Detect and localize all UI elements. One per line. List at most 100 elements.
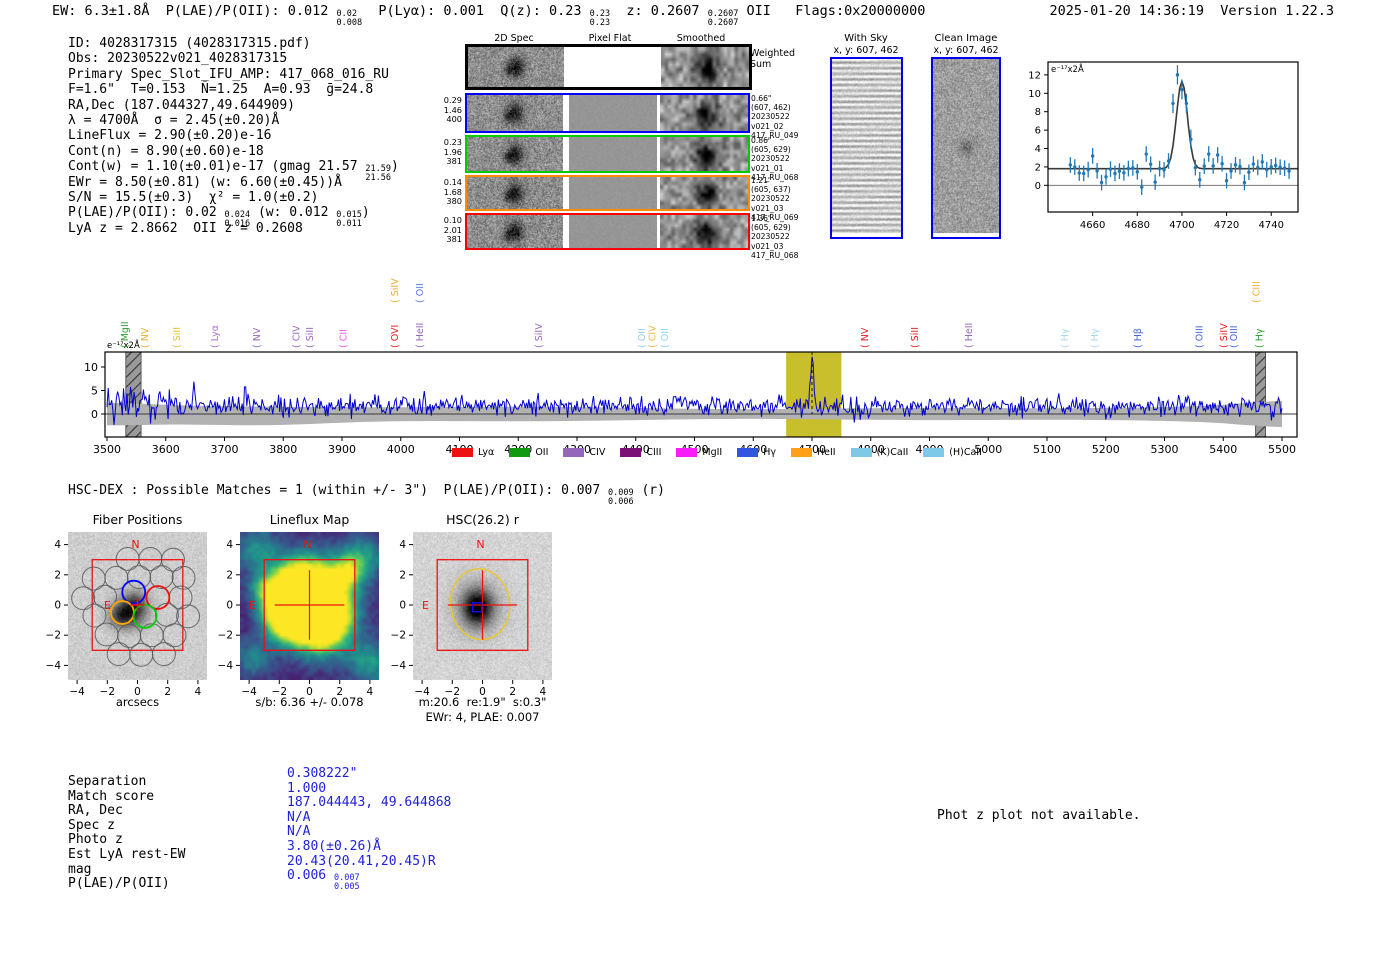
svg-text:−2: −2 bbox=[391, 630, 406, 642]
hsc-xlabel2: EWr: 4, PLAE: 0.007 bbox=[425, 710, 540, 724]
selected-fiber-circle bbox=[121, 579, 147, 605]
svg-text:−2: −2 bbox=[46, 630, 61, 642]
legend-swatch bbox=[791, 448, 812, 457]
fiber-circle bbox=[151, 642, 176, 667]
svg-text:4: 4 bbox=[1035, 144, 1041, 155]
legend-swatch bbox=[923, 448, 945, 457]
emission-line-label: ( OII bbox=[660, 328, 671, 348]
compass-north-label: N bbox=[476, 538, 484, 551]
compass-north-label: N bbox=[131, 538, 139, 551]
selected-fiber-circle bbox=[145, 585, 171, 610]
full-spectrum-plot: 3500360037003800390040004100420043004400… bbox=[84, 278, 1298, 456]
weighted-sum-label: Weighted Sum bbox=[750, 48, 795, 70]
cutout-image-pixelflat bbox=[570, 47, 658, 87]
svg-text:3500: 3500 bbox=[93, 443, 121, 456]
fiber-circle bbox=[171, 565, 196, 590]
cutout-row bbox=[465, 175, 750, 211]
emission-line-label: ( Hγ bbox=[1090, 328, 1101, 348]
svg-text:−2: −2 bbox=[100, 686, 115, 698]
emission-line-label: ( CIV bbox=[292, 325, 303, 348]
svg-text:2: 2 bbox=[1035, 162, 1041, 173]
emission-line-label: ( CII bbox=[339, 329, 350, 348]
svg-text:2: 2 bbox=[399, 569, 406, 581]
fiber-circle bbox=[106, 642, 131, 667]
svg-text:2: 2 bbox=[509, 686, 516, 698]
selected-fiber-circle bbox=[110, 600, 135, 625]
cutout-image-2dspec bbox=[467, 95, 563, 131]
match-row-value: N/A bbox=[287, 809, 311, 825]
hsc-panel-title: HSC(26.2) r bbox=[446, 512, 519, 527]
fiber-circle bbox=[154, 602, 179, 627]
svg-text:10: 10 bbox=[1028, 89, 1041, 100]
match-row-value: 20.43(20.41,20.45)R bbox=[287, 853, 436, 869]
cutout-image-smoothed bbox=[660, 137, 748, 171]
emission-line-label: ( SiIV bbox=[534, 323, 545, 348]
svg-text:−2: −2 bbox=[218, 630, 233, 642]
svg-text:2: 2 bbox=[336, 686, 343, 698]
emission-line-label: ( Hβ bbox=[1133, 328, 1144, 348]
emission-line-label: ( HeII bbox=[415, 323, 426, 348]
legend-swatch bbox=[452, 448, 473, 457]
match-row-label: Photo z bbox=[68, 832, 123, 848]
compass-east-label: E bbox=[104, 599, 111, 612]
svg-text:5100: 5100 bbox=[1033, 443, 1061, 456]
fiber-circle bbox=[82, 603, 107, 628]
info-line: Cont(n) = 8.90(±0.60)e-18 bbox=[68, 143, 264, 159]
match-row-label: RA, Dec bbox=[68, 803, 123, 819]
fiber-circle bbox=[129, 642, 154, 667]
svg-text:−2: −2 bbox=[445, 686, 460, 698]
legend-label: CIII bbox=[646, 447, 662, 458]
fiber-circle bbox=[162, 623, 187, 648]
cutout-column-header: Pixel Flat bbox=[588, 33, 632, 44]
hsc-overlay: −4 −4 −2 −2 0 0 2 2 4 4 N E bbox=[391, 538, 547, 698]
svg-text:5500: 5500 bbox=[1268, 443, 1296, 456]
legend-item: MgII bbox=[676, 447, 722, 458]
svg-text:3600: 3600 bbox=[152, 443, 180, 456]
cleanimage-panel bbox=[931, 57, 1001, 239]
emission-line-label: ( OII bbox=[415, 283, 426, 303]
svg-text:3800: 3800 bbox=[269, 443, 297, 456]
withsky-panel bbox=[830, 57, 903, 239]
svg-text:e⁻¹⁷x2Å: e⁻¹⁷x2Å bbox=[1051, 63, 1084, 75]
cutout-image-2dspec bbox=[467, 215, 563, 248]
legend-item: OII bbox=[509, 447, 548, 458]
svg-text:4: 4 bbox=[226, 539, 233, 551]
match-row-value: 1.000 bbox=[287, 780, 327, 796]
legend-label: HeII bbox=[817, 447, 836, 458]
catalog-match-box bbox=[471, 601, 483, 613]
svg-text:6: 6 bbox=[1035, 126, 1041, 137]
emission-line-label: ( SiII bbox=[305, 327, 316, 348]
cutout-image-pixelflat bbox=[569, 95, 657, 131]
cutout-left-stats: 0.10 2.01 381 bbox=[443, 215, 462, 245]
match-row-value: 3.80(±0.26)Å bbox=[287, 839, 381, 854]
fiber-circle bbox=[71, 586, 96, 611]
emission-line-label: ( OII bbox=[637, 328, 648, 348]
svg-text:4: 4 bbox=[195, 686, 202, 698]
line-fit-zoom-plot: 4660 4680 4700 4720 4740 0 2 4 6 8 10 12 e⁻¹⁷x2Å bbox=[1028, 61, 1299, 231]
cutout-left-stats: 0.14 1.68 380 bbox=[443, 177, 462, 207]
match-row-label: P(LAE)/P(OII) bbox=[68, 876, 170, 892]
info-line: EWr = 8.50(±0.81) (w: 6.60(±0.45))Å bbox=[68, 174, 342, 190]
fiber-circle bbox=[149, 565, 174, 590]
svg-text:−4: −4 bbox=[414, 686, 430, 698]
compass-east-label: E bbox=[249, 599, 256, 612]
emission-line-label: ( Hγ bbox=[1060, 328, 1071, 348]
svg-text:5400: 5400 bbox=[1209, 443, 1237, 456]
svg-text:4: 4 bbox=[540, 686, 547, 698]
svg-text:2: 2 bbox=[226, 569, 233, 581]
lineflux-panel-title: Lineflux Map bbox=[269, 512, 350, 527]
svg-text:5300: 5300 bbox=[1151, 443, 1179, 456]
fiber-circle bbox=[94, 622, 119, 647]
fiber-circle bbox=[168, 585, 193, 610]
svg-text:0: 0 bbox=[306, 686, 313, 698]
match-row-value: 0.006 0.007 0.005 bbox=[287, 868, 360, 892]
cutout-image-smoothed bbox=[660, 177, 748, 209]
svg-text:2: 2 bbox=[164, 686, 171, 698]
legend-swatch bbox=[563, 448, 585, 457]
svg-text:12: 12 bbox=[1028, 70, 1041, 81]
info-line: P(LAE)/P(OII): 0.02 0.024 0.016 (w: 0.012… bbox=[68, 205, 370, 229]
cutout-left-stats: 0.29 1.46 400 bbox=[443, 95, 462, 125]
svg-text:3900: 3900 bbox=[328, 443, 356, 456]
match-row-label: Match score bbox=[68, 788, 155, 804]
